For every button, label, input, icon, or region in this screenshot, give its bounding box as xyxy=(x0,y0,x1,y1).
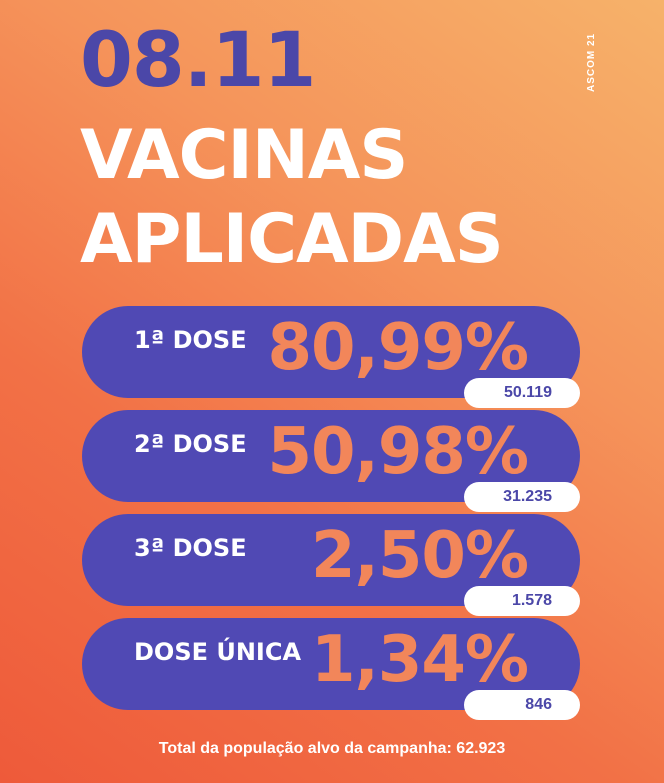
dose-percent: 1,34% xyxy=(310,623,529,697)
credit-label: ASCOM 21 xyxy=(586,32,597,92)
dose-count-badge: 50.119 xyxy=(464,378,580,408)
footer-total: Total da população alvo da campanha: 62.… xyxy=(158,740,506,757)
title-line-1: VACINAS xyxy=(80,116,408,195)
dose-percent: 2,50% xyxy=(310,519,529,593)
dose-label: 3ª DOSE xyxy=(134,534,247,562)
dose-card-3: 3ª DOSE 2,50% 1.578 xyxy=(82,514,580,616)
dose-percent: 80,99% xyxy=(267,311,529,385)
date-heading: 08.11 xyxy=(80,15,316,104)
dose-count-badge: 31.235 xyxy=(464,482,580,512)
dose-count-badge: 1.578 xyxy=(464,586,580,616)
dose-card-4: DOSE ÚNICA 1,34% 846 xyxy=(82,618,580,720)
title-line-2: APLICADAS xyxy=(80,200,504,279)
dose-label: 2ª DOSE xyxy=(134,430,247,458)
dose-label: 1ª DOSE xyxy=(134,326,247,354)
dose-label: DOSE ÚNICA xyxy=(134,638,302,666)
dose-count-badge: 846 xyxy=(464,690,580,720)
dose-card-1: 1ª DOSE 80,99% 50.119 xyxy=(82,306,580,408)
dose-percent: 50,98% xyxy=(267,415,529,489)
dose-card-2: 2ª DOSE 50,98% 31.235 xyxy=(82,410,580,512)
